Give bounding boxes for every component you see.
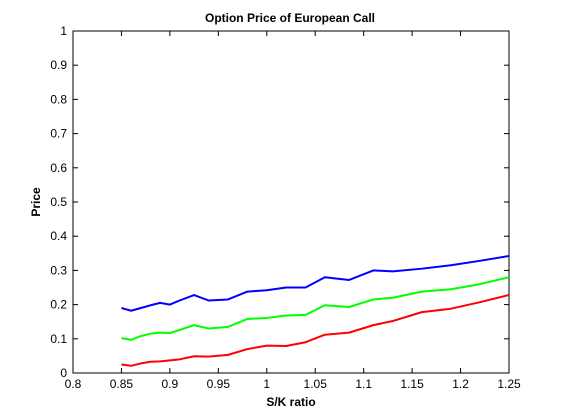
x-tick-label: 0.95 xyxy=(207,377,231,391)
x-tick-label: 1.25 xyxy=(497,377,521,391)
y-tick-label: 0.3 xyxy=(50,263,67,277)
x-tick-label: 0.8 xyxy=(65,377,82,391)
y-tick-label: 0.4 xyxy=(50,229,67,243)
y-tick-label: 0.6 xyxy=(50,161,67,175)
chart-title: Option Price of European Call xyxy=(205,11,375,25)
axes-box xyxy=(72,30,510,374)
y-tick-label: 0 xyxy=(60,366,67,380)
y-tick-label: 0.5 xyxy=(50,195,67,209)
series-line-blue xyxy=(121,255,510,312)
series-lines xyxy=(121,255,510,367)
x-tick-label: 1.15 xyxy=(400,377,424,391)
series-line-green xyxy=(121,276,510,341)
x-tick-label: 0.85 xyxy=(110,377,134,391)
x-axis-ticks: 0.8 0.85 0.9 0.95 1 1.05 1.1 1.15 1.2 1.25 xyxy=(65,31,521,391)
y-tick-label: 0.2 xyxy=(50,298,67,312)
y-tick-label: 0.7 xyxy=(50,127,67,141)
y-axis-label: Price xyxy=(29,187,43,217)
x-tick-label: 1.1 xyxy=(355,377,372,391)
x-tick-label: 0.9 xyxy=(162,377,179,391)
y-tick-label: 0.1 xyxy=(50,332,67,346)
y-tick-label: 0.8 xyxy=(50,92,67,106)
y-axis-ticks: 0 0.1 0.2 0.3 0.4 0.5 0.6 0.7 0.8 0.9 1 xyxy=(50,24,509,380)
x-tick-label: 1.2 xyxy=(452,377,469,391)
y-tick-label: 0.9 xyxy=(50,58,67,72)
x-tick-label: 1 xyxy=(263,377,270,391)
series-line-red xyxy=(121,294,510,367)
x-axis-label: S/K ratio xyxy=(266,395,315,409)
plot-area: 0.8 0.85 0.9 0.95 1 1.05 1.1 1.15 1.2 1.25 00.10.… xyxy=(50,24,521,391)
y-tick-label: 1 xyxy=(60,24,67,38)
x-tick-label: 1.05 xyxy=(304,377,328,391)
